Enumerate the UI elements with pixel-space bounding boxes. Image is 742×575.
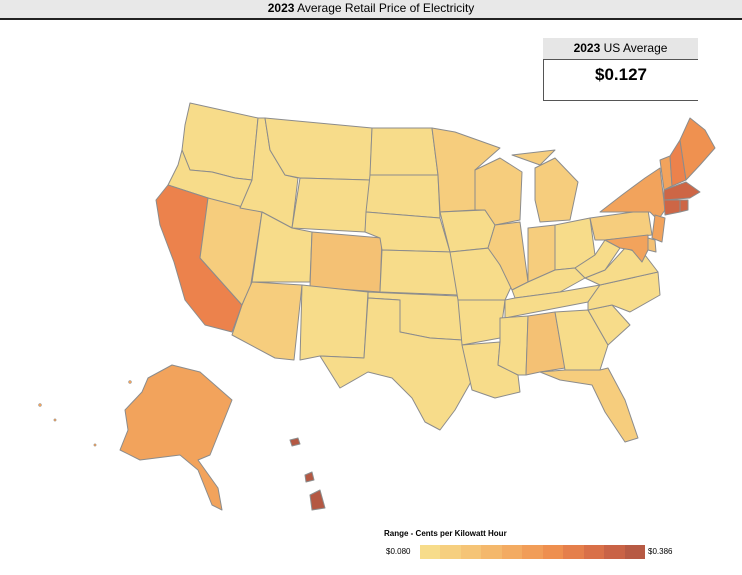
- state-HI[interactable]: [289, 437, 326, 511]
- title-year: 2023: [267, 1, 295, 15]
- legend-swatch: [420, 545, 441, 559]
- state-FL[interactable]: [539, 367, 639, 443]
- us-average-label: 2023 US Average: [543, 38, 698, 59]
- state-GA[interactable]: [554, 309, 609, 371]
- state-MS[interactable]: [497, 315, 529, 376]
- state-MI[interactable]: [511, 149, 579, 223]
- state-IA[interactable]: [439, 209, 496, 253]
- state-CT[interactable]: [663, 199, 681, 216]
- legend-swatch: [501, 545, 523, 559]
- us-average-label-text: US Average: [603, 41, 668, 55]
- map-title: 2023 Average Retail Price of Electricity: [0, 0, 742, 20]
- legend-swatch: [563, 545, 584, 559]
- state-CO[interactable]: [309, 231, 383, 293]
- state-NJ[interactable]: [651, 214, 666, 243]
- state-WA[interactable]: [181, 102, 259, 181]
- state-ME[interactable]: [679, 117, 716, 181]
- legend-swatch: [522, 545, 543, 559]
- state-AL[interactable]: [525, 311, 566, 376]
- title-text: Average Retail Price of Electricity: [297, 1, 475, 15]
- legend-max: $0.386: [648, 547, 673, 556]
- state-DE[interactable]: [647, 237, 657, 253]
- legend-title: Range - Cents per Kilowatt Hour: [384, 529, 507, 538]
- state-NM[interactable]: [299, 284, 369, 361]
- state-KS[interactable]: [379, 249, 459, 296]
- state-MA[interactable]: [663, 181, 701, 201]
- state-MD[interactable]: [604, 234, 649, 263]
- legend-swatch: [481, 545, 502, 559]
- legend-swatch: [542, 545, 564, 559]
- state-AR[interactable]: [457, 299, 506, 346]
- legend-scale: [420, 545, 645, 559]
- state-RI[interactable]: [679, 199, 689, 213]
- legend-swatch: [583, 545, 605, 559]
- state-TX[interactable]: [319, 297, 473, 431]
- state-NY[interactable]: [599, 167, 666, 221]
- state-AZ[interactable]: [231, 281, 303, 361]
- us-average-value: $0.127: [543, 59, 698, 101]
- us-average-box: 2023 US Average $0.127: [543, 38, 698, 101]
- legend-swatch: [624, 545, 645, 559]
- legend-swatch: [440, 545, 461, 559]
- alaska-islands: [38, 380, 132, 447]
- state-WI[interactable]: [474, 157, 523, 226]
- legend-swatch: [460, 545, 482, 559]
- state-AK[interactable]: [119, 364, 233, 511]
- legend-swatch: [604, 545, 625, 559]
- state-SD[interactable]: [365, 174, 441, 219]
- state-ND[interactable]: [369, 127, 439, 176]
- legend-min: $0.080: [386, 547, 411, 556]
- state-WY[interactable]: [291, 177, 371, 233]
- us-average-year: 2023: [573, 41, 601, 55]
